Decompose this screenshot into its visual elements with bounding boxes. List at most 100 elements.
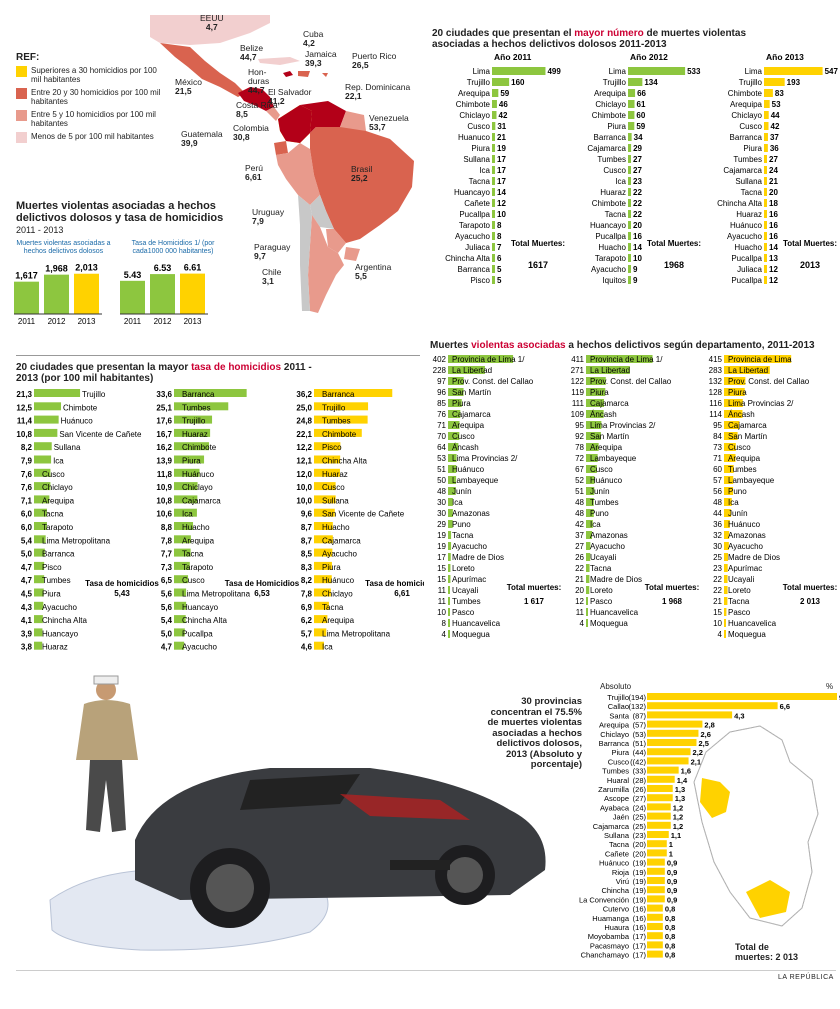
prov-pct: 1,2 xyxy=(673,822,683,831)
tasa-bar xyxy=(174,641,185,650)
prov-bar xyxy=(647,867,665,875)
tasa-city: Ica xyxy=(53,457,64,466)
city-value: 533 xyxy=(687,67,701,76)
prov-abs: (51) xyxy=(633,739,647,748)
tasa-city: Arequipa xyxy=(42,496,75,505)
prov-abs: (17) xyxy=(633,951,647,960)
dept-bar xyxy=(586,399,604,407)
tasa-city: Tumbes xyxy=(182,403,211,412)
tasa-value: 8,5 xyxy=(301,550,313,559)
tasa-value: 8,2 xyxy=(301,576,313,585)
dept-name: Lambayeque xyxy=(590,454,637,463)
tasa-bar xyxy=(174,588,187,597)
city-bar xyxy=(764,166,767,174)
city-value: 22 xyxy=(633,210,642,219)
summary-year-label: 2011 xyxy=(18,317,36,326)
summary-title: Muertes violentas asociadas a hechos del… xyxy=(16,200,224,224)
prov-name: Zarumilla xyxy=(598,785,630,794)
dept-name: Cajamarca xyxy=(590,399,629,408)
city-name: Tarapoto xyxy=(459,221,491,230)
city-value: 12 xyxy=(769,265,778,274)
dept-bar xyxy=(586,454,598,462)
tasa-bar xyxy=(34,522,47,530)
city-value: 53 xyxy=(772,100,781,109)
dept-bar xyxy=(448,399,462,407)
summary-bar xyxy=(44,274,69,314)
tasa-city: Pucallpa xyxy=(182,629,213,638)
dept-bar xyxy=(724,410,743,418)
city-value: 6 xyxy=(497,254,502,263)
tasa-value: 24,8 xyxy=(296,417,312,426)
dept-value: 20 xyxy=(575,586,584,595)
dept-total-value: 1 617 xyxy=(524,597,545,606)
dept-name: Puno xyxy=(452,520,471,529)
tasa-city: Lima Metropolitana xyxy=(42,536,111,545)
city-value: 21 xyxy=(497,133,506,142)
tasa-city: San Vicente de Cañete xyxy=(322,510,405,519)
tasa-total-label: Tasa de homicidios xyxy=(85,579,159,588)
map-label-colombia: Colombia 30,8 xyxy=(233,123,269,142)
city-name: Tacna xyxy=(741,188,763,197)
prov-name: Chanchamayo xyxy=(581,951,629,960)
tasa-value: 22,1 xyxy=(296,430,312,439)
tasa-value: 7,7 xyxy=(161,550,173,559)
ref-legend: REF: Superiores a 30 homicidios por 100 … xyxy=(16,52,166,147)
tasa-bar xyxy=(174,482,198,491)
tasa-bar xyxy=(174,575,189,584)
city-value: 46 xyxy=(499,100,508,109)
dept-value: 37 xyxy=(575,531,584,540)
total-value: 1617 xyxy=(528,260,548,270)
tasa-value: 6,0 xyxy=(21,523,33,532)
city-bar xyxy=(764,210,767,218)
dept-name: Moquegua xyxy=(728,630,766,639)
map-label-cuba: Cuba 4,2 xyxy=(303,29,324,48)
dept-value: 92 xyxy=(575,432,584,441)
dept-value: 26 xyxy=(575,553,584,562)
prov-abs: (24) xyxy=(633,803,647,812)
city-name: Huacho xyxy=(598,243,626,252)
prov-name: Cajamarca xyxy=(593,822,630,831)
tasa-bar xyxy=(34,508,47,517)
dept-value: 122 xyxy=(571,377,585,386)
map-label-peru: Perú 6,61 xyxy=(245,163,263,182)
summary-bar xyxy=(180,273,205,314)
city-bar xyxy=(764,67,823,75)
tasa-bar xyxy=(314,601,329,610)
dept-name: Ica xyxy=(452,498,463,507)
prov-abs: (25) xyxy=(633,813,647,822)
prov-bar xyxy=(647,711,733,719)
prov-bar xyxy=(647,775,675,783)
dept-value: 27 xyxy=(575,542,584,551)
dept-bar xyxy=(586,366,630,374)
prov-abs: (16) xyxy=(633,923,647,932)
tasa-city: Huánuco xyxy=(182,470,215,479)
dept-name: Pasco xyxy=(728,608,751,617)
dept-value: 15 xyxy=(437,575,446,584)
city-bar xyxy=(764,100,770,108)
tasa-bar xyxy=(34,561,45,570)
dept-value: 4 xyxy=(442,630,447,639)
city-bar xyxy=(492,188,495,196)
dept-name: Cusco xyxy=(728,443,751,452)
dept-value: 132 xyxy=(709,377,723,386)
tasa-bar xyxy=(314,389,393,397)
tasa-city: Tumbes xyxy=(322,417,351,426)
dept-bar xyxy=(448,443,459,451)
city-value: 29 xyxy=(633,144,642,153)
dept-name: Madre de Dios xyxy=(728,553,780,562)
ref-label: Menos de 5 por 100 mil habitantes xyxy=(31,132,154,141)
dept-name: Tacna xyxy=(452,531,474,540)
map-label-belize: Belize 44,7 xyxy=(240,43,264,62)
city-bar xyxy=(764,188,767,196)
dept-name: San Martín xyxy=(728,432,767,441)
tasa-bar xyxy=(174,455,205,464)
prov-bar xyxy=(647,950,663,958)
city-name: Huanuco xyxy=(458,133,491,142)
tasa-value: 3,8 xyxy=(21,643,33,652)
city-name: Chimbote xyxy=(456,100,491,109)
prov-pct: 0,8 xyxy=(665,951,675,960)
map-mexico xyxy=(160,43,245,97)
dept-bar xyxy=(724,388,745,396)
tasa-bar xyxy=(174,508,197,517)
